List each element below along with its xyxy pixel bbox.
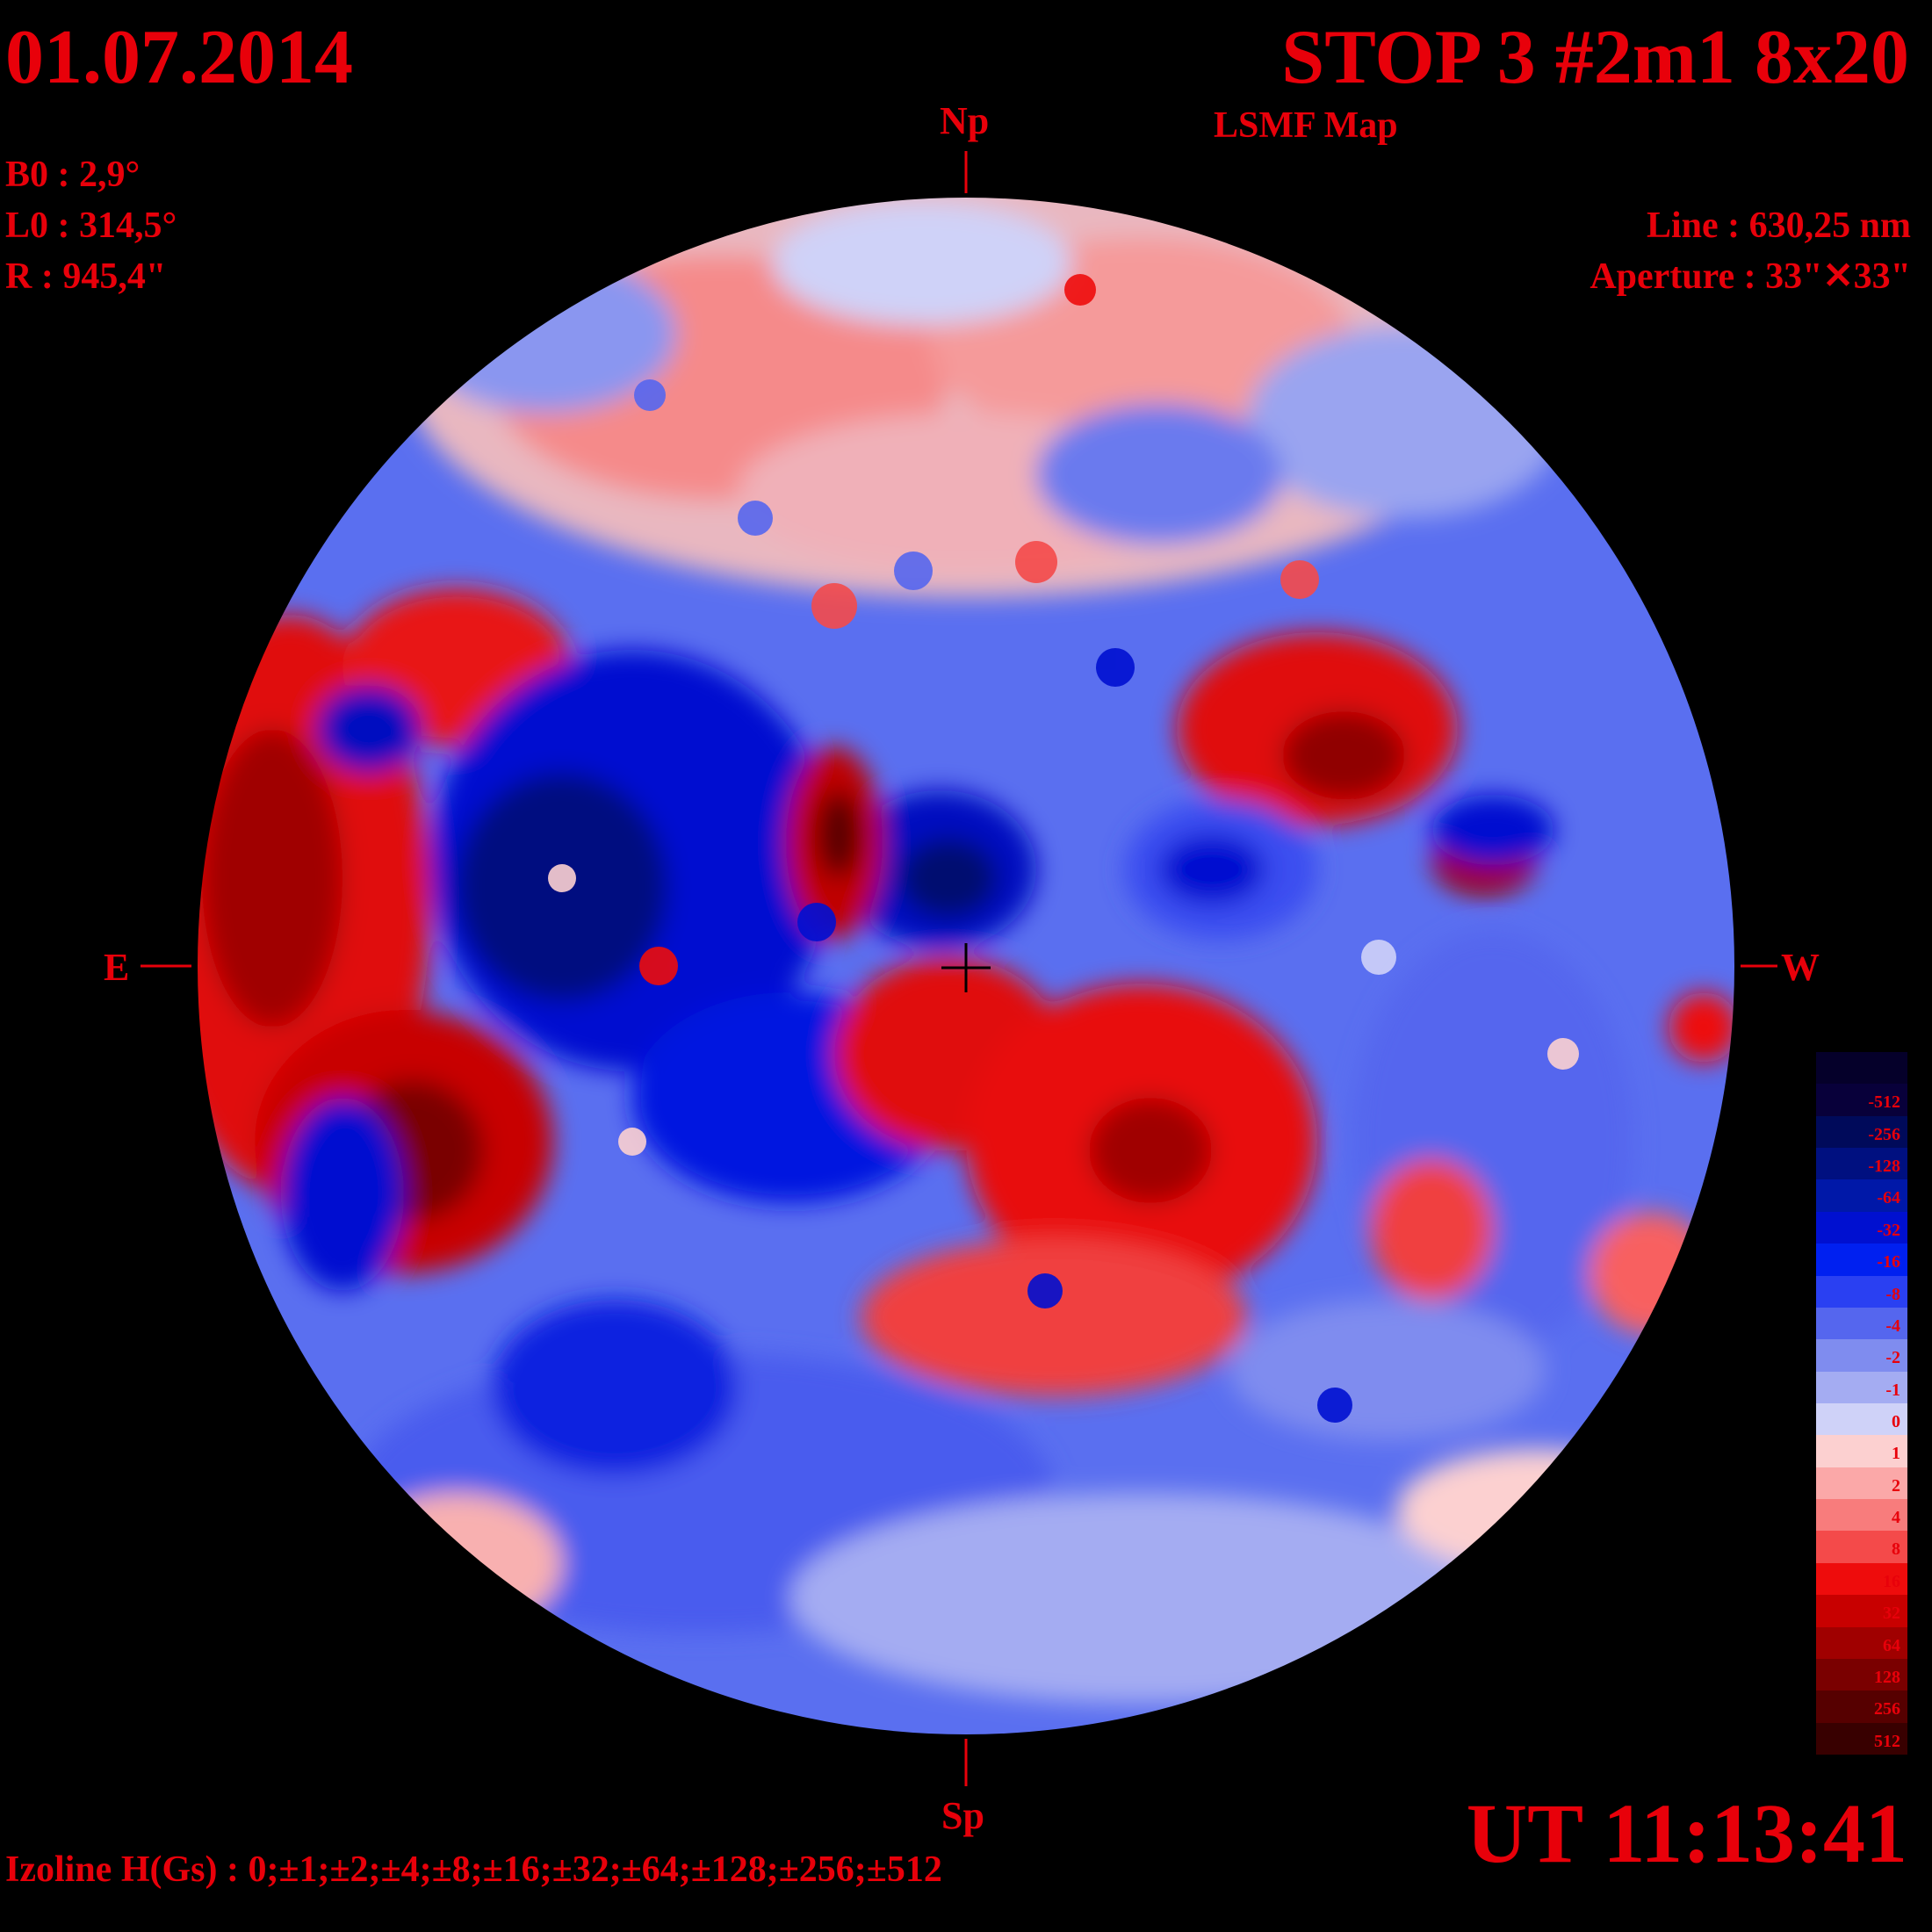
colorbar-level-label: 64 xyxy=(1883,1635,1900,1655)
colorbar-level-label: 0 xyxy=(1892,1412,1900,1431)
colorbar-level: 4 xyxy=(1816,1499,1907,1532)
colorbar-level: 1 xyxy=(1816,1435,1907,1467)
colorbar-level-label: -256 xyxy=(1868,1124,1900,1144)
colorbar-cap xyxy=(1816,1052,1907,1085)
colorbar-level-label: 1 xyxy=(1892,1444,1900,1464)
b0-value: B0 : 2,9° xyxy=(5,155,141,195)
colorbar-level: -8 xyxy=(1816,1275,1907,1308)
observation-date: 01.07.2014 xyxy=(5,15,353,100)
l0-value: L0 : 314,5° xyxy=(5,205,177,246)
map-subtitle: LSMF Map xyxy=(1214,105,1398,146)
east-label: E xyxy=(104,946,130,989)
colorbar-level: -32 xyxy=(1816,1211,1907,1244)
colorbar-level: -16 xyxy=(1816,1244,1907,1276)
colorbar-level-label: 256 xyxy=(1874,1699,1900,1719)
colorbar-level-label: -512 xyxy=(1868,1092,1900,1113)
colorbar-level: 32 xyxy=(1816,1595,1907,1627)
colorbar-level: 0 xyxy=(1816,1403,1907,1436)
colorbar-level: 256 xyxy=(1816,1690,1907,1723)
colorbar-level-label: -32 xyxy=(1877,1220,1900,1240)
orientation-ticks xyxy=(141,151,1777,1786)
colorbar-level: -4 xyxy=(1816,1307,1907,1340)
colorbar-level: -2 xyxy=(1816,1339,1907,1372)
colorbar-level-label: 32 xyxy=(1883,1604,1900,1624)
colorbar-level: -1 xyxy=(1816,1371,1907,1403)
colorbar-level-label: -4 xyxy=(1885,1316,1900,1336)
colorbar-level-label: -16 xyxy=(1877,1252,1900,1272)
colorbar-level: 8 xyxy=(1816,1531,1907,1563)
center-crosshair xyxy=(941,943,991,992)
colorbar-level-label: -1 xyxy=(1885,1380,1900,1400)
isoline-levels: Izoline H(Gs) : 0;±1;±2;±4;±8;±16;±32;±6… xyxy=(5,1849,942,1890)
spectral-line: Line : 630,25 nm xyxy=(1646,205,1911,246)
radius-value: R : 945,4" xyxy=(5,256,167,297)
colorbar-level-label: 128 xyxy=(1874,1667,1900,1687)
colorbar-level-label: 512 xyxy=(1874,1731,1900,1751)
colorbar-level: 64 xyxy=(1816,1626,1907,1659)
south-pole-label: Sp xyxy=(941,1794,984,1837)
colorbar-level-label: -8 xyxy=(1885,1284,1900,1304)
map-title: STOP 3 #2m1 8x20 xyxy=(1281,15,1909,100)
colorbar-level: 2 xyxy=(1816,1467,1907,1500)
north-pole-label: Np xyxy=(940,99,990,142)
colorbar-level: -64 xyxy=(1816,1179,1907,1212)
colorbar-level: 512 xyxy=(1816,1722,1907,1755)
colorbar-level-label: -2 xyxy=(1885,1348,1900,1368)
colorbar-level-label: 2 xyxy=(1892,1475,1900,1496)
solar-disk xyxy=(197,197,1735,1735)
universal-time: UT 11:13:41 xyxy=(1466,1786,1907,1880)
colorbar-level: -512 xyxy=(1816,1084,1907,1116)
colorbar-level-label: 8 xyxy=(1892,1539,1900,1560)
colorbar-level-label: 4 xyxy=(1892,1508,1900,1528)
aperture-size: Aperture : 33"✕33" xyxy=(1590,256,1911,297)
colorbar-level-label: -64 xyxy=(1877,1188,1900,1208)
colorbar-level-label: -128 xyxy=(1868,1157,1900,1177)
colorbar-level: -256 xyxy=(1816,1115,1907,1149)
colorbar-legend: -512 -256 -128 -64 -32 -16 -8 -4 -2 -1 0 1 2 4 8 16 32 64… xyxy=(1816,1052,1907,1755)
colorbar-level: 16 xyxy=(1816,1562,1907,1596)
west-label: W xyxy=(1781,946,1820,989)
colorbar-level-label: 16 xyxy=(1883,1571,1900,1591)
colorbar-level: -128 xyxy=(1816,1148,1907,1180)
colorbar-level: 128 xyxy=(1816,1658,1907,1691)
